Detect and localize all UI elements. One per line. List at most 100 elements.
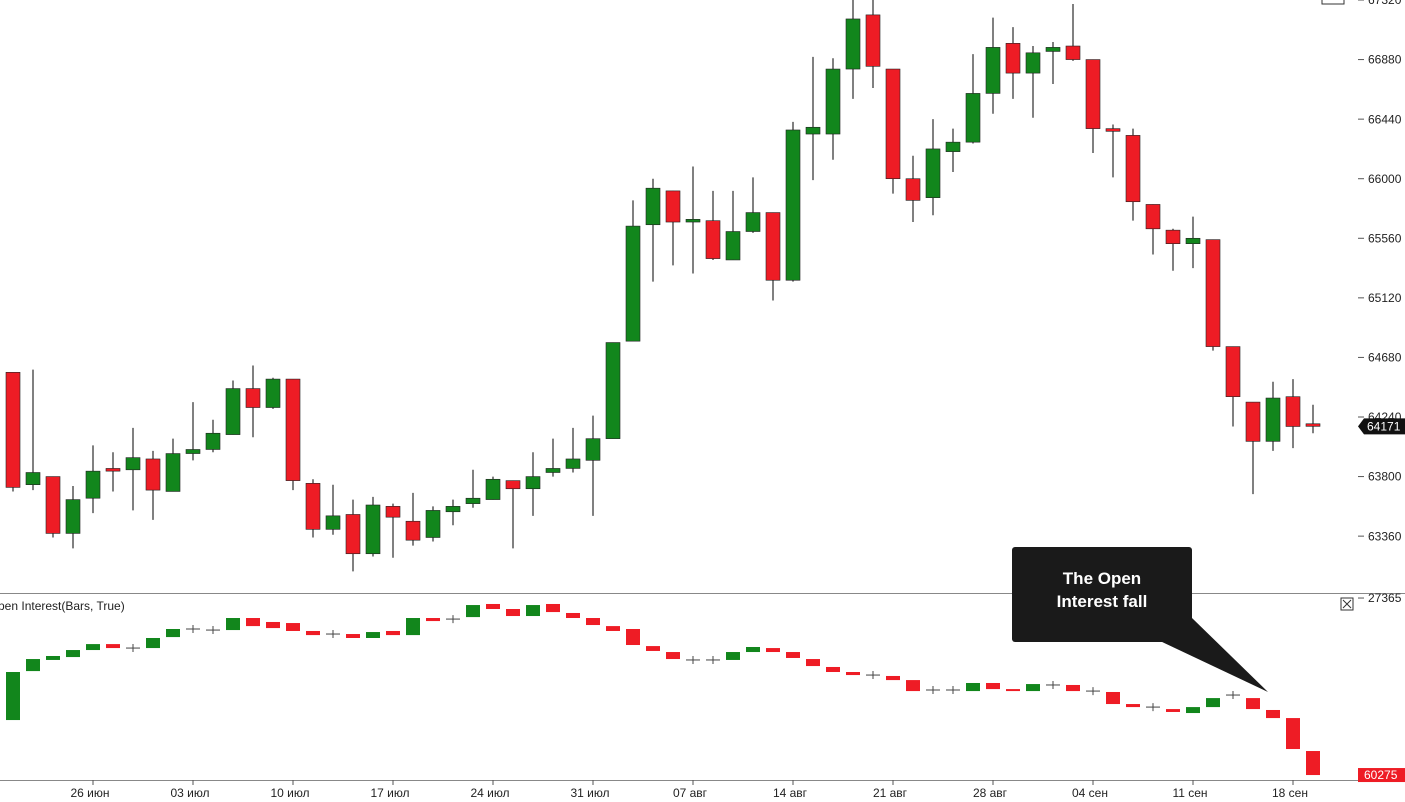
oi-bar	[626, 628, 640, 646]
oi-bar	[566, 612, 580, 619]
candle-body	[845, 18, 861, 70]
oi-bar	[826, 666, 840, 673]
oi-bar	[1026, 684, 1040, 692]
candle-body	[945, 141, 961, 152]
oi-bar	[1246, 698, 1260, 710]
oi-bar	[166, 628, 180, 638]
y-tick-label: 63800	[1368, 470, 1402, 484]
oi-bar	[66, 650, 80, 658]
oi-bar	[1066, 684, 1080, 692]
oi-bar	[306, 630, 320, 636]
candle-body	[145, 458, 161, 491]
candle-body	[325, 515, 341, 530]
candle-body	[545, 468, 561, 473]
candle-body	[125, 457, 141, 471]
oi-bar	[606, 626, 620, 631]
oi-bar	[886, 675, 900, 681]
y-tick-label: 60275	[1364, 768, 1398, 782]
candle-body	[705, 220, 721, 259]
oi-bar	[766, 648, 780, 653]
oi-bar	[1306, 751, 1320, 776]
last-price-label: 64171	[1367, 420, 1401, 434]
last-price-tag	[1358, 418, 1405, 435]
candle-body	[465, 497, 481, 504]
oi-bar	[986, 682, 1000, 690]
candle-body	[1045, 47, 1061, 52]
oi-bar	[146, 637, 160, 649]
candle-body	[205, 432, 221, 450]
candle-body	[805, 126, 821, 135]
candle-body	[565, 458, 581, 469]
candle-body	[1265, 397, 1281, 442]
x-tick-label: 14 авг	[773, 786, 808, 800]
x-tick-label: 24 июл	[470, 786, 509, 800]
candle-body	[745, 212, 761, 232]
candle-body	[305, 483, 321, 530]
oi-bar	[746, 646, 760, 653]
x-tick-label: 31 июл	[570, 786, 609, 800]
oi-bar	[666, 652, 680, 660]
y-tick-label: 64680	[1368, 351, 1402, 365]
x-tick-label: 28 авг	[973, 786, 1008, 800]
oi-bar	[546, 603, 560, 613]
candle-body	[1205, 239, 1221, 347]
candle-body	[1105, 128, 1121, 132]
candle-body	[485, 478, 501, 500]
candle-body	[1005, 43, 1021, 74]
candle-body	[925, 148, 941, 198]
x-tick-label: 03 июл	[170, 786, 209, 800]
oi-bar	[786, 652, 800, 658]
candle-body	[1225, 346, 1241, 397]
oi-bar	[486, 603, 500, 610]
candle-body	[785, 129, 801, 281]
oi-bar	[46, 655, 60, 660]
indicator-title: pen Interest(Bars, True)	[0, 599, 125, 613]
candle-body	[5, 372, 21, 488]
oi-bar	[1206, 698, 1220, 708]
candle-body	[725, 231, 741, 261]
candle-body	[385, 506, 401, 518]
candle-body	[265, 378, 281, 408]
oi-bar	[6, 672, 20, 721]
oi-bar	[1106, 691, 1120, 705]
candle-body	[765, 212, 781, 281]
candle-body	[865, 14, 881, 67]
candle-body	[1185, 237, 1201, 244]
oi-bar	[726, 652, 740, 660]
candle-body	[1165, 229, 1181, 244]
candle-body	[245, 388, 261, 408]
candle-body	[105, 468, 121, 472]
candle-body	[45, 476, 61, 534]
oi-bar	[346, 634, 360, 638]
candle-body	[985, 47, 1001, 94]
close-icon-cross	[1342, 599, 1352, 609]
annotation: The Open Interest fall	[1012, 547, 1192, 642]
candle-body	[25, 472, 41, 485]
candle-body	[1245, 401, 1261, 442]
candle-body	[165, 453, 181, 492]
oi-bar	[806, 659, 820, 667]
candle-body	[345, 514, 361, 555]
candle-body	[1025, 52, 1041, 74]
candle-body	[365, 504, 381, 555]
x-tick-label: 21 авг	[873, 786, 908, 800]
oi-bar	[226, 618, 240, 631]
x-tick-label: 10 июл	[270, 786, 309, 800]
candle-body	[1145, 204, 1161, 230]
oi-bar	[846, 672, 860, 676]
oi-bar	[366, 632, 380, 638]
x-tick-label: 18 сен	[1272, 786, 1308, 800]
candle-body	[585, 438, 601, 461]
candle-body	[665, 190, 681, 223]
oi-bar	[646, 646, 660, 651]
oi-bar	[966, 682, 980, 692]
y-tick-label: 66880	[1368, 53, 1402, 67]
candle-body	[625, 225, 641, 342]
y-tick-label: 27365	[1368, 591, 1402, 605]
candle-body	[445, 506, 461, 513]
panel-icon[interactable]	[1321, 0, 1345, 5]
y-tick-label: 66440	[1368, 112, 1402, 126]
candle-body	[905, 178, 921, 201]
y-tick-label: 67320	[1368, 0, 1402, 7]
candle-body	[405, 520, 421, 541]
